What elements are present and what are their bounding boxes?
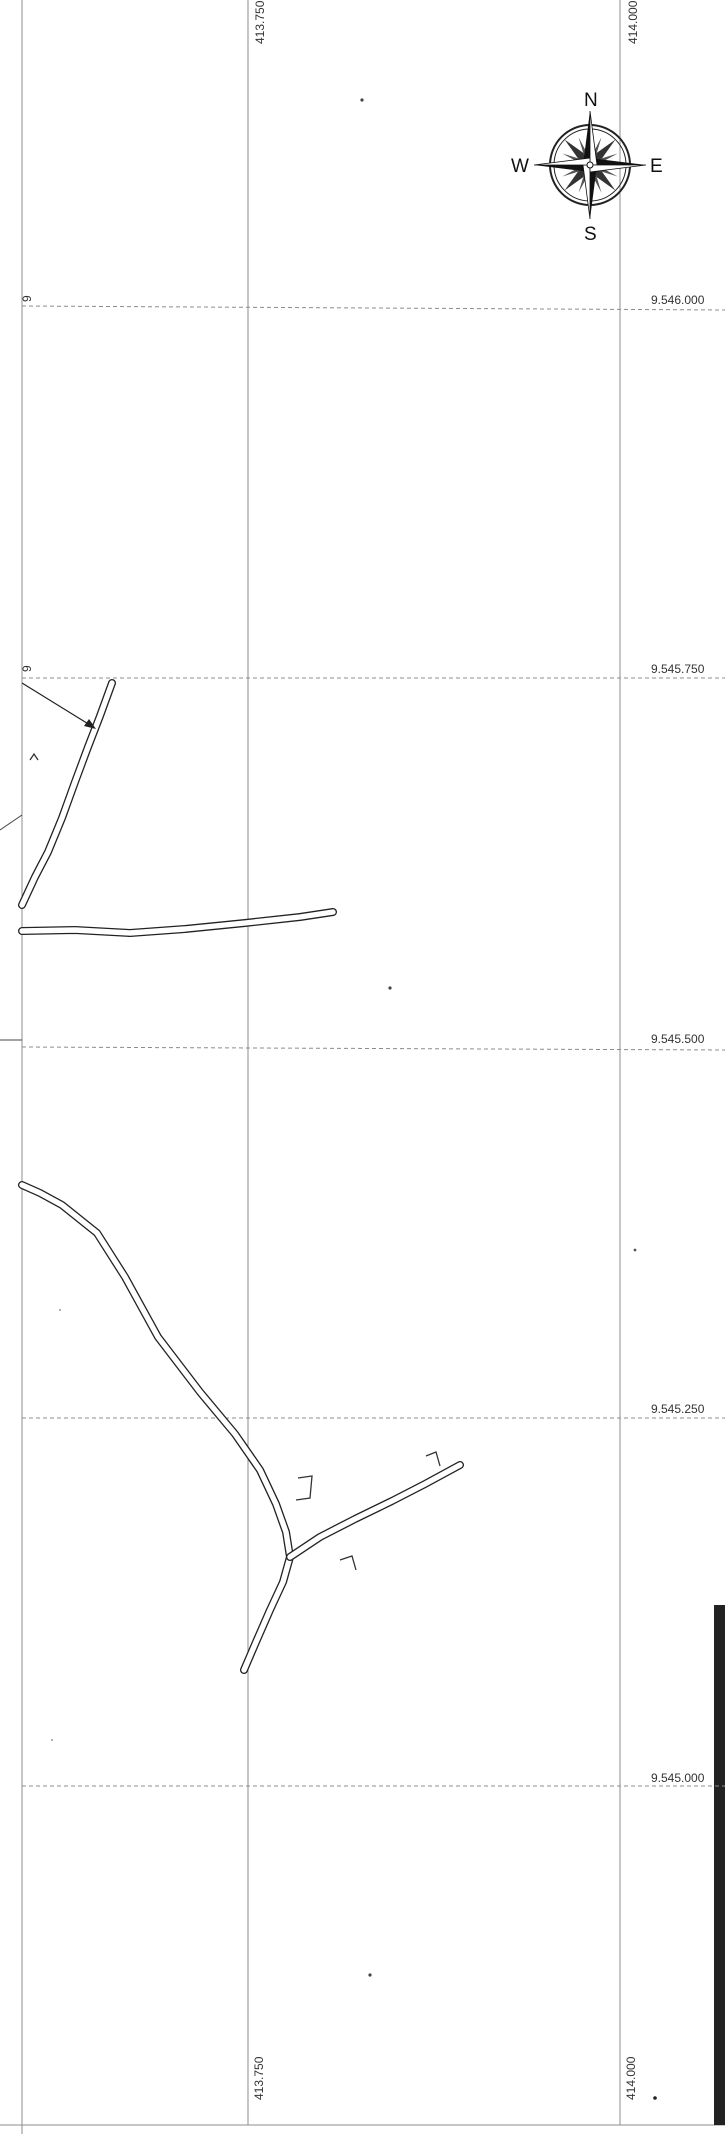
right-edge-bar bbox=[714, 1605, 725, 2125]
structure-marker bbox=[425, 1451, 441, 1467]
edge-mark: 9 bbox=[20, 295, 34, 302]
grid-line-northing-9545500 bbox=[21, 1046, 725, 1051]
northing-label: 9.545.500 bbox=[651, 1032, 705, 1046]
northing-label: 9.546.000 bbox=[651, 293, 705, 307]
structure-marker bbox=[29, 752, 39, 761]
survey-point bbox=[633, 1248, 637, 1252]
survey-point bbox=[368, 1973, 372, 1977]
compass-rose: N E S W bbox=[511, 90, 663, 245]
structure-marker bbox=[295, 1475, 313, 1501]
survey-point bbox=[59, 1309, 61, 1311]
northing-label: 9.545.000 bbox=[651, 1771, 705, 1785]
compass-east-label: E bbox=[650, 156, 663, 177]
easting-label-bottom: 413.750 bbox=[252, 2056, 266, 2100]
pointer-arrow bbox=[21, 682, 96, 729]
grid-line-northing-9546000 bbox=[21, 305, 725, 311]
survey-point bbox=[360, 98, 364, 102]
easting-label-top: 414.000 bbox=[626, 0, 640, 44]
road-east-west bbox=[18, 908, 337, 937]
compass-south-label: S bbox=[584, 224, 597, 245]
road-south-main bbox=[18, 1181, 294, 1674]
northing-label: 9.545.750 bbox=[651, 662, 705, 676]
easting-label-top: 413.750 bbox=[253, 0, 267, 44]
road-south-branch bbox=[286, 1461, 464, 1561]
survey-point bbox=[51, 1739, 53, 1741]
northing-label: 9.545.250 bbox=[651, 1402, 705, 1416]
survey-point bbox=[388, 986, 392, 990]
road-north bbox=[18, 679, 116, 909]
compass-west-label: W bbox=[511, 156, 529, 177]
structure-marker bbox=[339, 1555, 357, 1571]
survey-point bbox=[653, 2096, 657, 2100]
compass-north-label: N bbox=[584, 90, 598, 111]
leader-line bbox=[0, 814, 23, 831]
easting-label-bottom: 414.000 bbox=[624, 2056, 638, 2100]
edge-mark: 9 bbox=[20, 665, 34, 672]
